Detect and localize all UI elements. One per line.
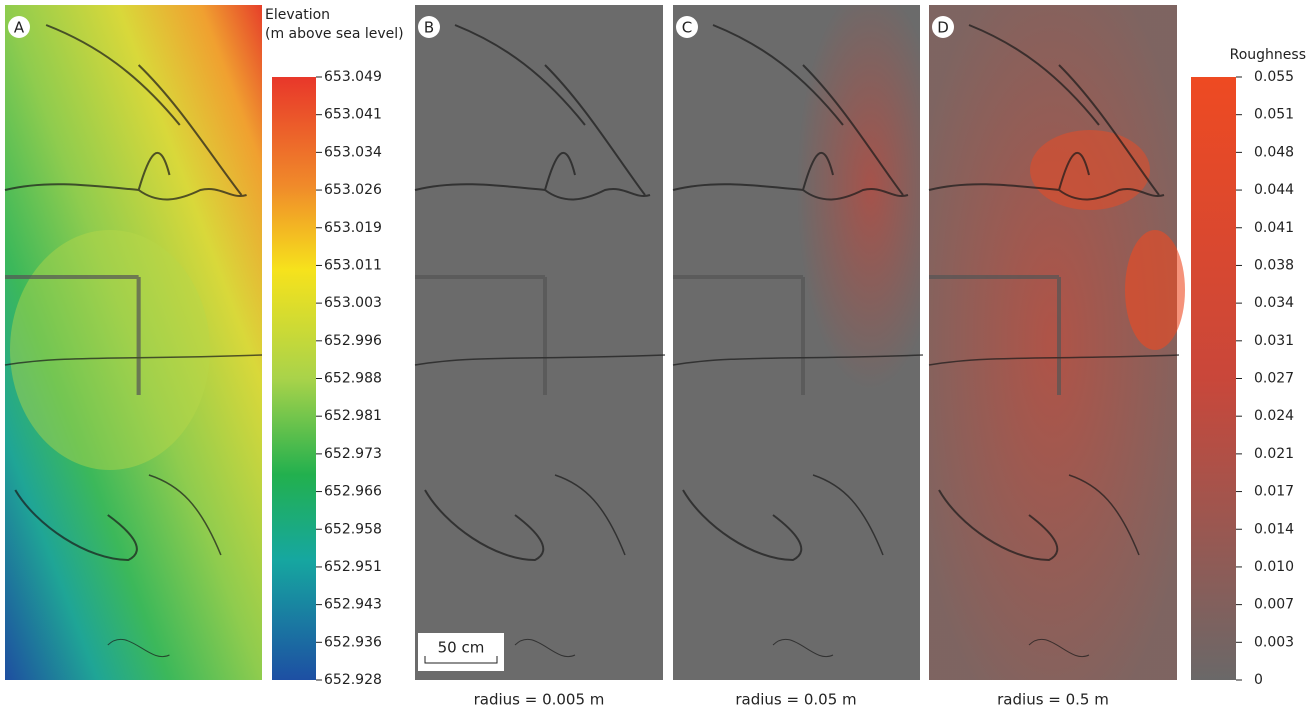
legend-title: Elevation bbox=[265, 7, 330, 23]
panel-d: D radius = 0.5 m bbox=[929, 5, 1185, 709]
tick-label: 0.027 bbox=[1254, 371, 1294, 387]
tick-label: 0.041 bbox=[1254, 220, 1294, 236]
tick-label: 0.034 bbox=[1254, 295, 1294, 311]
panel-b: B 50 cm radius = 0.005 m bbox=[415, 5, 665, 709]
tick-label: 652.966 bbox=[324, 484, 382, 500]
roughness-overlay bbox=[673, 5, 920, 680]
roughness-legend: Roughness 0.055 0.051 0.048 0.044 0.041 0.038… bbox=[1191, 47, 1306, 688]
scale-bar-label: 50 cm bbox=[438, 639, 485, 657]
tick-label: 0.021 bbox=[1254, 446, 1294, 462]
tick-label: 653.003 bbox=[324, 295, 382, 311]
tick-label: 0.014 bbox=[1254, 521, 1294, 537]
tick-label: 0.024 bbox=[1254, 408, 1294, 424]
panel-c: C radius = 0.05 m bbox=[673, 5, 923, 709]
panel-caption: radius = 0.005 m bbox=[474, 691, 605, 709]
tick-label: 0.010 bbox=[1254, 559, 1294, 575]
tick-label: 653.049 bbox=[324, 69, 382, 85]
colorbar bbox=[272, 77, 316, 680]
roughness-hotspot bbox=[1030, 130, 1150, 210]
tick-label: 652.951 bbox=[324, 559, 382, 575]
tick-label: 652.981 bbox=[324, 408, 382, 424]
colorbar bbox=[1191, 77, 1236, 680]
tick-label: 652.928 bbox=[324, 672, 382, 688]
map-shade bbox=[10, 230, 210, 470]
tick-label: 652.973 bbox=[324, 446, 382, 462]
panel-caption: radius = 0.5 m bbox=[997, 691, 1109, 709]
tick-label: 0.017 bbox=[1254, 484, 1294, 500]
tick-label: 0.048 bbox=[1254, 144, 1294, 160]
roughness-overlay bbox=[929, 5, 1177, 680]
legend-subtitle: (m above sea level) bbox=[265, 26, 404, 42]
tick-label: 653.041 bbox=[324, 107, 382, 123]
panel-label: B bbox=[424, 19, 434, 37]
panel-a: A bbox=[5, 5, 262, 680]
elevation-legend: Elevation (m above sea level) 653.049 653… bbox=[265, 7, 404, 688]
hillshade bbox=[415, 5, 663, 680]
tick-label: 0.007 bbox=[1254, 597, 1294, 613]
panel-label: A bbox=[14, 19, 25, 37]
tick-label: 653.019 bbox=[324, 220, 382, 236]
tick-label: 653.026 bbox=[324, 182, 382, 198]
tick-label: 0.055 bbox=[1254, 69, 1294, 85]
tick-label: 652.958 bbox=[324, 521, 382, 537]
tick-label: 0.031 bbox=[1254, 333, 1294, 349]
panel-caption: radius = 0.05 m bbox=[735, 691, 856, 709]
panel-label: D bbox=[937, 19, 949, 37]
tick-label: 0 bbox=[1254, 672, 1263, 688]
figure: A Elevation (m above sea level) 653.049 6… bbox=[0, 0, 1312, 711]
tick-label: 653.011 bbox=[324, 257, 382, 273]
tick-label: 652.943 bbox=[324, 597, 382, 613]
tick-label: 652.936 bbox=[324, 634, 382, 650]
roughness-hotspot bbox=[1125, 230, 1185, 350]
tick-label: 0.003 bbox=[1254, 634, 1294, 650]
tick-label: 0.051 bbox=[1254, 107, 1294, 123]
tick-label: 652.996 bbox=[324, 333, 382, 349]
panel-label: C bbox=[682, 19, 692, 37]
tick-label: 652.988 bbox=[324, 371, 382, 387]
tick-label: 653.034 bbox=[324, 144, 382, 160]
legend-title: Roughness bbox=[1230, 47, 1306, 63]
tick-label: 0.044 bbox=[1254, 182, 1294, 198]
tick-label: 0.038 bbox=[1254, 257, 1294, 273]
